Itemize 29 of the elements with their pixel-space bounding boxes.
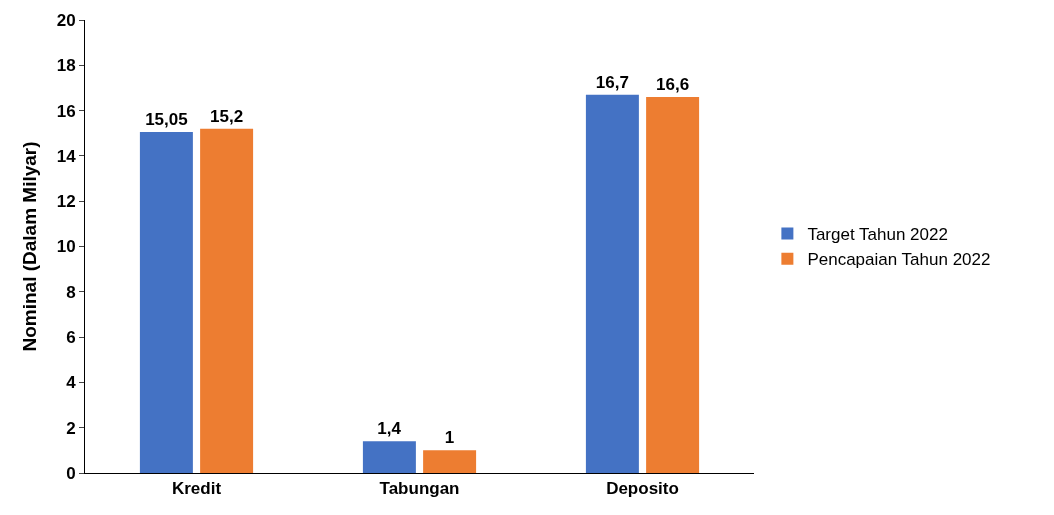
y-tick-label: 14	[56, 146, 77, 166]
y-tick-label: 2	[66, 418, 76, 438]
bar	[139, 132, 193, 473]
bar	[423, 450, 477, 473]
bar	[585, 94, 639, 473]
bar	[646, 97, 700, 473]
y-axis-title: Nominal (Dalam Milyar)	[18, 141, 40, 352]
y-tick-label: 16	[56, 101, 76, 121]
y-tick-label: 0	[66, 463, 76, 483]
y-tick-label: 6	[66, 328, 76, 348]
y-tick-label: 8	[66, 282, 76, 302]
legend-label: Target Tahun 2022	[807, 225, 948, 245]
y-tick-label: 12	[56, 192, 76, 212]
bar	[200, 128, 254, 473]
x-tick-label: Tabungan	[379, 479, 460, 499]
data-label: 16,7	[595, 72, 629, 92]
data-label: 15,2	[210, 106, 244, 126]
data-label: 1	[444, 428, 455, 448]
x-tick-label: Deposito	[606, 479, 679, 499]
data-label: 15,05	[145, 110, 188, 130]
y-tick-label: 10	[56, 237, 76, 257]
bar	[362, 441, 416, 473]
y-tick-label: 18	[56, 56, 76, 76]
data-label: 1,4	[377, 419, 402, 439]
y-tick-label: 4	[66, 373, 77, 393]
x-tick-label: Kredit	[171, 479, 222, 499]
data-label: 16,6	[656, 75, 690, 95]
legend-label: Pencapaian Tahun 2022	[807, 250, 991, 270]
y-tick-label: 20	[56, 10, 76, 30]
